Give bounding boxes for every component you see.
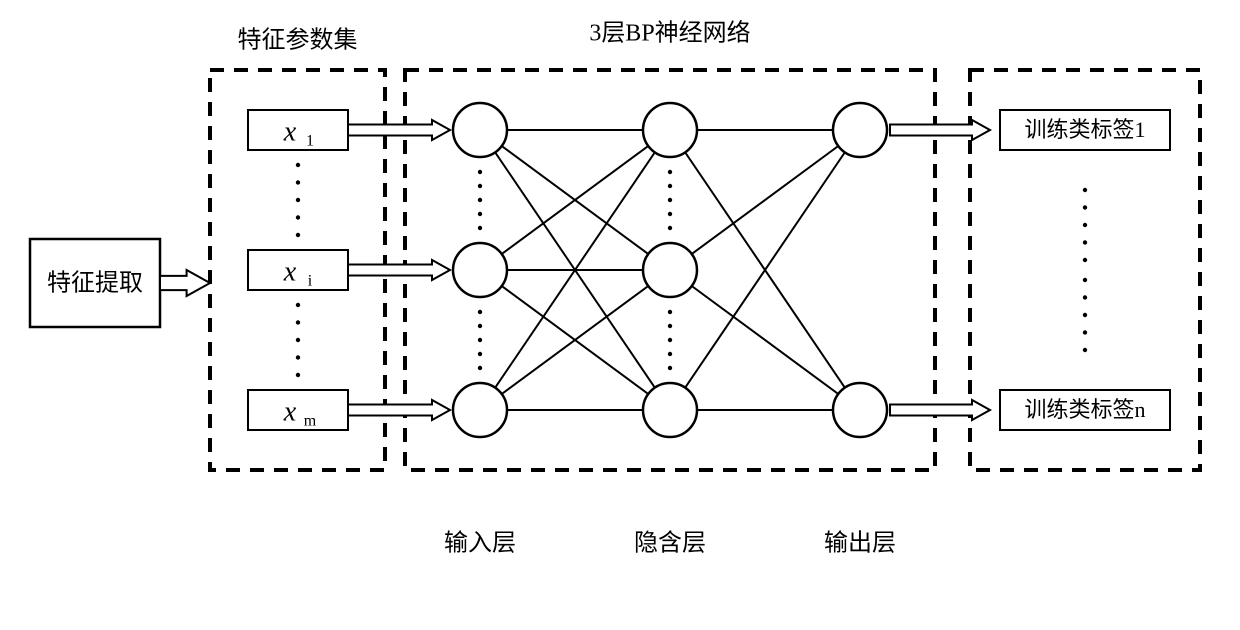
ellipsis-dot — [668, 310, 672, 314]
feature-item-sub: 1 — [306, 133, 314, 150]
ellipsis-dot — [478, 212, 482, 216]
ellipsis-dot — [296, 303, 300, 307]
ellipsis-dot — [668, 212, 672, 216]
layer-label-hidden: 隐含层 — [634, 530, 706, 557]
ellipsis-dot — [668, 226, 672, 230]
feature-item-var: x — [283, 116, 297, 147]
block-arrow — [348, 400, 450, 420]
ellipsis-dot — [296, 338, 300, 342]
ellipsis-dot — [296, 233, 300, 237]
ellipsis-dot — [296, 355, 300, 359]
feature-item-var: x — [283, 256, 297, 287]
ellipsis-dot — [1083, 205, 1087, 209]
ellipsis-dot — [478, 324, 482, 328]
neuron-output — [833, 103, 887, 157]
feature-item-box — [248, 390, 348, 430]
ellipsis-dot — [668, 338, 672, 342]
block-arrow — [348, 260, 450, 280]
output-item-label: 训练类标签n — [1024, 397, 1145, 422]
ellipsis-dot — [1083, 188, 1087, 192]
feature-item-box — [248, 110, 348, 150]
output-item-label: 训练类标签1 — [1024, 117, 1145, 142]
ellipsis-dot — [296, 163, 300, 167]
ellipsis-dot — [1083, 223, 1087, 227]
ellipsis-dot — [478, 338, 482, 342]
ellipsis-dot — [478, 184, 482, 188]
ellipsis-dot — [296, 198, 300, 202]
ellipsis-dot — [296, 215, 300, 219]
ellipsis-dot — [478, 198, 482, 202]
title-network: 3层BP神经网络 — [589, 20, 750, 47]
block-arrow — [348, 120, 450, 140]
block-arrow — [160, 270, 210, 296]
ellipsis-dot — [668, 352, 672, 356]
feature-item-box — [248, 250, 348, 290]
neuron-output — [833, 383, 887, 437]
block-arrow — [890, 120, 990, 140]
ellipsis-dot — [1083, 240, 1087, 244]
neuron-input — [453, 103, 507, 157]
ellipsis-dot — [478, 366, 482, 370]
ellipsis-dot — [1083, 348, 1087, 352]
ellipsis-dot — [668, 170, 672, 174]
neuron-hidden — [643, 383, 697, 437]
neuron-input — [453, 383, 507, 437]
ellipsis-dot — [1083, 313, 1087, 317]
layer-label-output: 输出层 — [824, 530, 896, 557]
edge-hidden-output — [670, 270, 860, 410]
ellipsis-dot — [1083, 295, 1087, 299]
neuron-hidden — [643, 243, 697, 297]
ellipsis-dot — [478, 170, 482, 174]
neuron-hidden — [643, 103, 697, 157]
feature-item-var: x — [283, 396, 297, 427]
ellipsis-dot — [1083, 258, 1087, 262]
ellipsis-dot — [668, 324, 672, 328]
ellipsis-dot — [1083, 278, 1087, 282]
ellipsis-dot — [478, 226, 482, 230]
ellipsis-dot — [478, 310, 482, 314]
ellipsis-dot — [668, 184, 672, 188]
feature-item-sub: i — [308, 273, 313, 290]
title-feature-set: 特征参数集 — [238, 27, 358, 54]
ellipsis-dot — [296, 180, 300, 184]
neuron-input — [453, 243, 507, 297]
layer-label-input: 输入层 — [444, 530, 516, 557]
ellipsis-dot — [296, 320, 300, 324]
ellipsis-dot — [478, 352, 482, 356]
feature-item-sub: m — [304, 413, 317, 430]
feature-extract-label: 特征提取 — [47, 270, 143, 297]
ellipsis-dot — [296, 373, 300, 377]
block-arrow — [890, 400, 990, 420]
ellipsis-dot — [1083, 330, 1087, 334]
ellipsis-dot — [668, 198, 672, 202]
edge-hidden-output — [670, 130, 860, 270]
ellipsis-dot — [668, 366, 672, 370]
